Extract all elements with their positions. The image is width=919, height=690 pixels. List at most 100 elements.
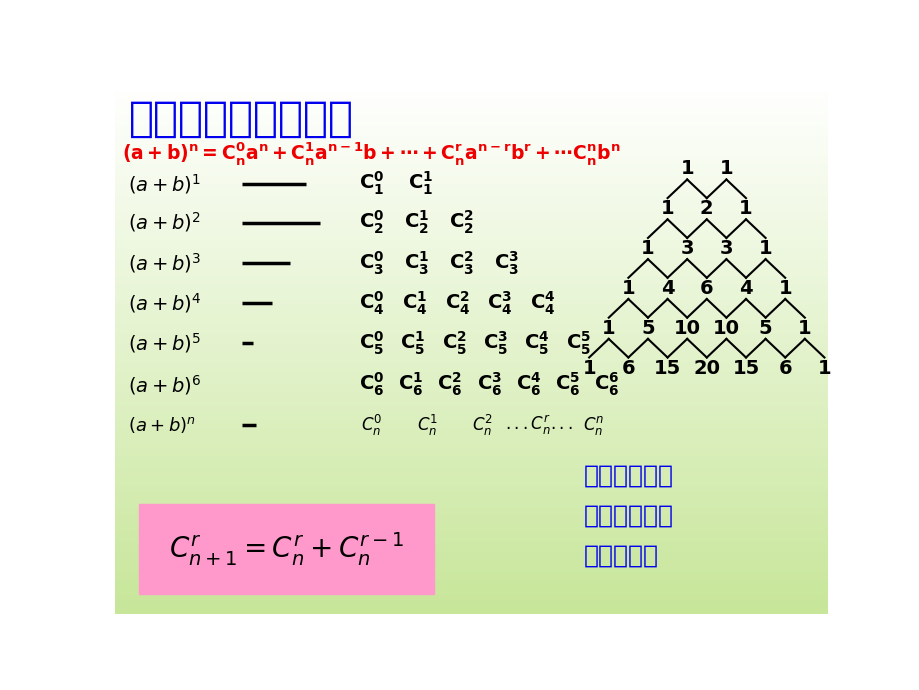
Bar xyxy=(115,477,827,480)
Bar xyxy=(115,306,827,308)
Bar xyxy=(115,393,827,395)
Text: 6: 6 xyxy=(621,359,634,377)
Bar xyxy=(115,168,827,170)
Bar xyxy=(115,486,827,489)
Bar xyxy=(115,292,827,293)
Bar xyxy=(115,269,827,270)
Bar xyxy=(115,458,827,460)
Text: $C_{n+1}^r = C_n^r + C_n^{r-1}$: $C_{n+1}^r = C_n^r + C_n^{r-1}$ xyxy=(168,530,403,568)
Bar xyxy=(115,223,827,224)
Text: $\mathbf{C_4^2}$: $\mathbf{C_4^2}$ xyxy=(444,290,470,317)
Bar xyxy=(115,511,827,513)
Bar xyxy=(115,108,827,109)
Bar xyxy=(115,497,827,499)
Bar xyxy=(115,531,827,533)
Bar xyxy=(115,604,827,605)
Bar xyxy=(115,489,827,490)
Bar xyxy=(115,148,827,150)
Text: 15: 15 xyxy=(653,359,680,377)
Bar xyxy=(115,433,827,435)
Bar xyxy=(115,495,827,497)
Bar xyxy=(115,244,827,246)
Bar xyxy=(115,424,827,426)
Bar xyxy=(115,611,827,612)
Bar xyxy=(115,430,827,432)
Bar xyxy=(115,402,827,404)
Text: $(a+b)^n$: $(a+b)^n$ xyxy=(128,415,196,435)
Bar xyxy=(115,440,827,442)
Bar xyxy=(115,564,827,566)
Bar xyxy=(115,170,827,171)
Text: $(a+b)^4$: $(a+b)^4$ xyxy=(128,291,201,315)
Text: $\mathbf{C_5^1}$: $\mathbf{C_5^1}$ xyxy=(400,329,425,357)
Bar xyxy=(115,501,827,502)
Text: $(a+b)^1$: $(a+b)^1$ xyxy=(128,172,200,196)
Bar xyxy=(115,166,827,168)
Bar xyxy=(115,201,827,204)
Bar xyxy=(115,88,827,90)
Bar xyxy=(115,404,827,405)
Bar xyxy=(115,196,827,198)
Bar xyxy=(115,568,827,570)
Text: 数等于它肩上: 数等于它肩上 xyxy=(584,504,674,528)
Bar xyxy=(115,329,827,331)
Bar xyxy=(115,274,827,276)
Bar xyxy=(115,270,827,273)
Text: 1: 1 xyxy=(719,159,732,179)
Text: $\mathbf{C_2^0}$: $\mathbf{C_2^0}$ xyxy=(358,209,384,236)
Bar xyxy=(115,439,827,440)
Bar xyxy=(115,179,827,180)
Bar xyxy=(115,226,827,228)
Bar xyxy=(115,513,827,515)
Text: $\mathbf{C_6^6}$: $\mathbf{C_6^6}$ xyxy=(594,371,618,398)
Bar xyxy=(115,293,827,295)
Bar xyxy=(115,446,827,448)
Bar xyxy=(115,540,827,542)
Bar xyxy=(115,113,827,115)
Text: $\mathbf{C_3^1}$: $\mathbf{C_3^1}$ xyxy=(403,250,428,277)
Bar xyxy=(115,106,827,108)
Bar xyxy=(115,359,827,361)
Bar xyxy=(115,285,827,286)
Bar xyxy=(115,395,827,396)
Bar xyxy=(115,186,827,187)
Bar xyxy=(115,591,827,593)
Text: 15: 15 xyxy=(732,359,759,377)
Bar xyxy=(115,310,827,311)
Bar xyxy=(115,473,827,474)
Bar xyxy=(115,129,827,130)
Bar xyxy=(115,161,827,163)
Text: 2: 2 xyxy=(699,199,713,218)
Bar xyxy=(115,502,827,504)
Bar xyxy=(115,127,827,129)
Bar xyxy=(115,348,827,351)
Bar xyxy=(115,469,827,471)
Text: $\mathbf{C_3^3}$: $\mathbf{C_3^3}$ xyxy=(494,250,518,277)
Bar xyxy=(115,286,827,288)
Bar xyxy=(115,173,827,175)
Bar xyxy=(115,198,827,199)
Bar xyxy=(115,288,827,290)
Text: $(a+b)^6$: $(a+b)^6$ xyxy=(128,373,201,397)
Bar xyxy=(115,499,827,501)
Bar xyxy=(115,184,827,186)
Bar xyxy=(115,138,827,139)
Bar xyxy=(115,97,827,99)
Bar xyxy=(115,588,827,589)
Bar xyxy=(115,596,827,598)
Bar xyxy=(115,204,827,205)
Bar xyxy=(115,444,827,446)
Bar xyxy=(115,83,827,85)
Bar xyxy=(115,224,827,226)
Bar xyxy=(115,384,827,386)
Bar xyxy=(115,139,827,141)
Text: $\mathbf{C_6^4}$: $\mathbf{C_6^4}$ xyxy=(516,371,540,398)
Text: $(a+b)^3$: $(a+b)^3$ xyxy=(128,251,201,275)
Text: $\mathbf{C_5^4}$: $\mathbf{C_5^4}$ xyxy=(524,329,550,357)
Bar xyxy=(115,246,827,248)
Bar xyxy=(115,411,827,412)
Bar xyxy=(115,86,827,88)
Text: 1: 1 xyxy=(797,319,811,338)
Text: 6: 6 xyxy=(777,359,791,377)
Bar xyxy=(115,141,827,143)
